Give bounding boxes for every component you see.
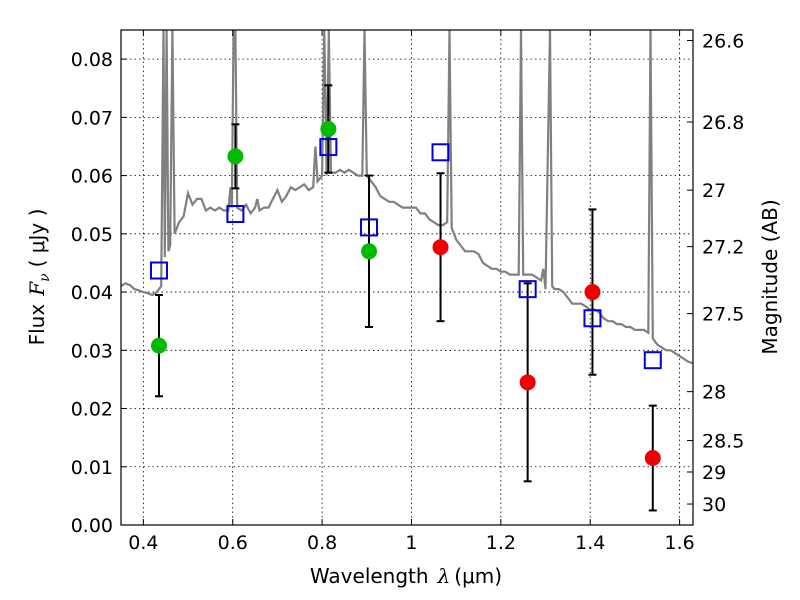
x-axis-title: Wavelength λ (μm)	[310, 564, 502, 588]
y-axis-ticks: 0.00 0.01 0.02 0.03 0.04 0.05 0.06 0.07 0.08	[71, 49, 127, 537]
y2-tick-label: 27.5	[702, 304, 744, 326]
y2-tick-label: 28	[702, 382, 726, 404]
undetected-point	[432, 239, 449, 256]
data-points	[150, 121, 661, 467]
undetected-point	[584, 284, 601, 301]
y-tick-label: 0.03	[71, 340, 113, 362]
y-tick-label: 0.01	[71, 457, 113, 479]
y2-axis-title: Magnitude (AB)	[758, 199, 782, 354]
y2-tick-label: 26.8	[702, 112, 744, 134]
detected-point	[361, 243, 378, 260]
y-tick-label: 0.04	[71, 282, 113, 304]
model-band-square	[431, 143, 450, 162]
y-tick-label: 0.07	[71, 107, 113, 129]
x-tick-label: 0.8	[307, 532, 337, 554]
model-band-square	[226, 205, 245, 224]
undetected-point	[644, 450, 661, 467]
y2-tick-label: 29	[702, 462, 726, 484]
x-tick-label: 1.6	[664, 532, 694, 554]
x-tick-label: 0.4	[128, 532, 158, 554]
detected-point	[320, 121, 337, 137]
y2-tick-label: 30	[702, 494, 726, 516]
y-tick-label: 0.00	[71, 515, 113, 537]
model-band-square	[643, 351, 662, 370]
y2-tick-label: 28.5	[702, 431, 744, 453]
y2-tick-label: 27.2	[702, 237, 744, 259]
model-band-square	[149, 261, 168, 280]
model-band-markers	[149, 138, 662, 370]
detected-point	[227, 148, 244, 165]
x-tick-label: 1.4	[575, 532, 605, 554]
grid-lines	[121, 30, 693, 526]
plot-background	[121, 30, 693, 525]
model-band-square	[319, 138, 338, 157]
y-axis-title: FluxFν( μJy )	[25, 209, 53, 346]
x-tick-label: 1.2	[486, 532, 516, 554]
model-band-square	[518, 280, 537, 299]
y-tick-label: 0.08	[71, 49, 113, 71]
model-spectrum-line	[121, 30, 693, 365]
model-band-square	[360, 218, 379, 237]
x-tick-label: 1	[405, 532, 417, 554]
y2-axis-ticks: 26.6 26.8 27 27.2 27.5 28 28.5 29 30	[687, 30, 744, 516]
y2-tick-label: 27	[702, 180, 726, 202]
x-axis-ticks: 0.4 0.6 0.8 1 1.2 1.4 1.6	[128, 30, 695, 554]
x-tick-label: 0.6	[218, 532, 248, 554]
model-band-square	[583, 309, 602, 328]
detected-point	[150, 337, 167, 354]
y-tick-label: 0.05	[71, 224, 113, 246]
y-tick-label: 0.02	[71, 399, 113, 421]
undetected-point	[519, 374, 536, 391]
plot-frame	[120, 29, 694, 526]
y2-tick-label: 26.6	[702, 30, 744, 52]
y-tick-label: 0.06	[71, 166, 113, 188]
